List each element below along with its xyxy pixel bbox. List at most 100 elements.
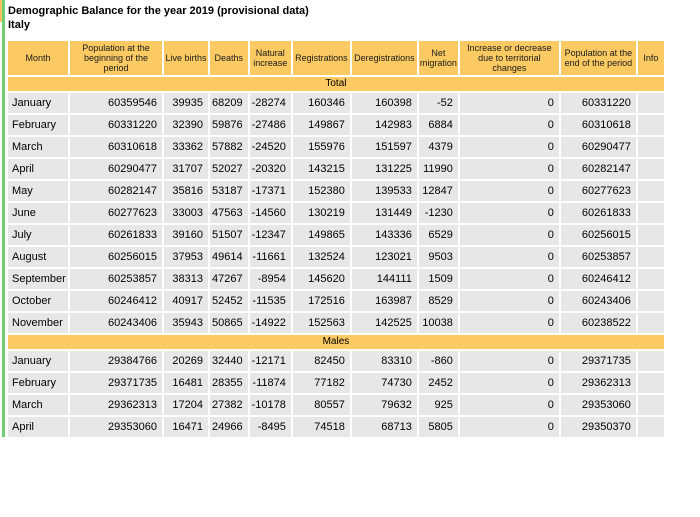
- value-cell: -14560: [249, 203, 291, 223]
- table-row: January 29384766 20269 32440 -12171 82450 8331…: [8, 351, 664, 371]
- value-cell: -11874: [249, 373, 291, 393]
- value-cell: 59876: [210, 115, 248, 135]
- value-cell: 20269: [164, 351, 208, 371]
- table-row: March 60310618 33362 57882 -24520 155976 15159…: [8, 137, 664, 157]
- value-cell: 132524: [292, 247, 350, 267]
- value-cell: 39935: [164, 93, 208, 113]
- value-cell: 60282147: [560, 159, 636, 179]
- table-row: May 60282147 35816 53187 -17371 152380 139533 1…: [8, 181, 664, 201]
- value-cell: 37953: [164, 247, 208, 267]
- value-cell: -8495: [249, 417, 291, 437]
- value-cell: -1230: [418, 203, 458, 223]
- table-row: April 29353060 16471 24966 -8495 74518 68713 58…: [8, 417, 664, 437]
- demographic-balance-table: Month Population at the beginning of the …: [6, 39, 666, 439]
- info-cell: [637, 203, 664, 223]
- value-cell: 33362: [164, 137, 208, 157]
- value-cell: 10038: [418, 313, 458, 333]
- value-cell: -11661: [249, 247, 291, 267]
- value-cell: 131449: [351, 203, 417, 223]
- value-cell: -17371: [249, 181, 291, 201]
- column-header: Net migration: [418, 41, 458, 75]
- section-label: Males: [8, 335, 664, 349]
- info-cell: [637, 137, 664, 157]
- left-green-bar: [2, 0, 5, 437]
- month-cell: August: [8, 247, 68, 267]
- value-cell: 6884: [418, 115, 458, 135]
- value-cell: 0: [459, 137, 559, 157]
- header-row: Month Population at the beginning of the …: [8, 41, 664, 75]
- value-cell: 9503: [418, 247, 458, 267]
- value-cell: -24520: [249, 137, 291, 157]
- value-cell: 60290477: [70, 159, 162, 179]
- value-cell: 16471: [164, 417, 208, 437]
- table-row: February 60331220 32390 59876 -27486 149867 14…: [8, 115, 664, 135]
- value-cell: 172516: [292, 291, 350, 311]
- value-cell: 33003: [164, 203, 208, 223]
- table-body: Total January 60359546 39935 68209 -28274 1603…: [8, 77, 664, 437]
- value-cell: 47267: [210, 269, 248, 289]
- month-cell: July: [8, 225, 68, 245]
- month-cell: February: [8, 373, 68, 393]
- column-header: Month: [8, 41, 68, 75]
- value-cell: 60359546: [70, 93, 162, 113]
- value-cell: 60256015: [70, 247, 162, 267]
- value-cell: 152563: [292, 313, 350, 333]
- value-cell: 0: [459, 159, 559, 179]
- value-cell: 29350370: [560, 417, 636, 437]
- value-cell: 925: [418, 395, 458, 415]
- info-cell: [637, 269, 664, 289]
- column-header: Deregistrations: [351, 41, 417, 75]
- value-cell: -11535: [249, 291, 291, 311]
- value-cell: 0: [459, 115, 559, 135]
- value-cell: 0: [459, 291, 559, 311]
- value-cell: 1509: [418, 269, 458, 289]
- value-cell: 4379: [418, 137, 458, 157]
- value-cell: 35943: [164, 313, 208, 333]
- value-cell: 32390: [164, 115, 208, 135]
- value-cell: 68713: [351, 417, 417, 437]
- value-cell: 160346: [292, 93, 350, 113]
- value-cell: 29353060: [560, 395, 636, 415]
- value-cell: -8954: [249, 269, 291, 289]
- value-cell: 80557: [292, 395, 350, 415]
- value-cell: -12347: [249, 225, 291, 245]
- section-row: Total: [8, 77, 664, 91]
- info-cell: [637, 247, 664, 267]
- value-cell: 0: [459, 247, 559, 267]
- info-cell: [637, 93, 664, 113]
- month-cell: April: [8, 417, 68, 437]
- column-header: Deaths: [210, 41, 248, 75]
- page-title: Demographic Balance for the year 2019 (p…: [8, 5, 309, 17]
- value-cell: 142983: [351, 115, 417, 135]
- value-cell: -860: [418, 351, 458, 371]
- value-cell: 60256015: [560, 225, 636, 245]
- value-cell: 35816: [164, 181, 208, 201]
- value-cell: -52: [418, 93, 458, 113]
- value-cell: 12847: [418, 181, 458, 201]
- column-header: Registrations: [292, 41, 350, 75]
- value-cell: 74730: [351, 373, 417, 393]
- value-cell: 52027: [210, 159, 248, 179]
- month-cell: March: [8, 137, 68, 157]
- value-cell: 29371735: [70, 373, 162, 393]
- value-cell: 143215: [292, 159, 350, 179]
- value-cell: 155976: [292, 137, 350, 157]
- value-cell: 123021: [351, 247, 417, 267]
- value-cell: 151597: [351, 137, 417, 157]
- value-cell: 60238522: [560, 313, 636, 333]
- value-cell: -12171: [249, 351, 291, 371]
- value-cell: 0: [459, 373, 559, 393]
- month-cell: March: [8, 395, 68, 415]
- value-cell: 47563: [210, 203, 248, 223]
- column-header: Increase or decrease due to territorial …: [459, 41, 559, 75]
- value-cell: 8529: [418, 291, 458, 311]
- value-cell: 145620: [292, 269, 350, 289]
- value-cell: 16481: [164, 373, 208, 393]
- month-cell: January: [8, 351, 68, 371]
- column-header: Population at the end of the period: [560, 41, 636, 75]
- value-cell: 142525: [351, 313, 417, 333]
- table-row: September 60253857 38313 47267 -8954 145620 14…: [8, 269, 664, 289]
- month-cell: September: [8, 269, 68, 289]
- value-cell: 0: [459, 93, 559, 113]
- value-cell: 0: [459, 181, 559, 201]
